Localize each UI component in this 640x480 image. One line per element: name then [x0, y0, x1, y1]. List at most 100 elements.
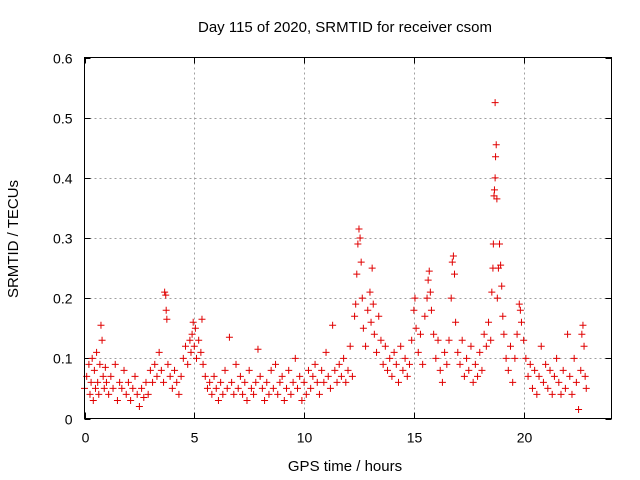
data-point — [351, 312, 359, 320]
data-point — [390, 348, 398, 356]
data-point — [469, 378, 477, 386]
data-point — [550, 372, 558, 380]
data-point — [370, 330, 378, 338]
data-point — [302, 390, 310, 398]
data-point — [397, 342, 405, 350]
data-point — [315, 390, 323, 398]
data-point — [203, 384, 211, 392]
data-point — [395, 378, 403, 386]
y-tick-label: 0.2 — [53, 291, 73, 307]
x-tick-label: 10 — [297, 430, 313, 446]
data-point — [368, 264, 376, 272]
data-point — [377, 336, 385, 344]
data-point — [219, 390, 227, 398]
data-point — [93, 348, 101, 356]
data-point — [99, 372, 107, 380]
data-point — [86, 390, 94, 398]
data-point — [476, 348, 484, 356]
data-point — [140, 393, 148, 401]
y-tick-label: 0 — [65, 412, 73, 428]
y-axis-label: SRMTID / TECUs — [5, 180, 22, 298]
data-point — [375, 312, 383, 320]
data-point — [197, 348, 205, 356]
data-point — [480, 330, 488, 338]
data-point — [199, 360, 207, 368]
x-axis-label: GPS time / hours — [288, 458, 402, 475]
data-point — [411, 294, 419, 302]
data-point — [337, 372, 345, 380]
data-point — [322, 348, 330, 356]
data-point — [247, 384, 255, 392]
data-point — [285, 366, 293, 374]
data-point — [195, 336, 203, 344]
data-point — [452, 318, 460, 326]
data-point — [524, 372, 532, 380]
data-point — [381, 342, 389, 350]
data-point — [490, 186, 498, 194]
data-point — [192, 354, 200, 362]
x-tick-label: 5 — [191, 430, 199, 446]
y-tick-label: 0.3 — [53, 231, 73, 247]
data-point — [513, 330, 521, 338]
data-point — [252, 378, 260, 386]
data-point — [171, 366, 179, 374]
x-tick-label: 20 — [517, 430, 533, 446]
data-point — [329, 321, 337, 329]
data-point — [160, 378, 168, 386]
data-point — [189, 318, 197, 326]
data-point — [201, 372, 209, 380]
data-point — [426, 288, 434, 296]
data-point — [105, 390, 113, 398]
data-point — [133, 390, 141, 398]
data-point — [498, 282, 506, 290]
data-point — [289, 378, 297, 386]
data-point — [490, 192, 498, 200]
data-point — [539, 378, 547, 386]
data-point — [239, 390, 247, 398]
y-tick-label: 0.5 — [53, 111, 73, 127]
data-point — [511, 354, 519, 362]
data-point — [198, 315, 206, 323]
data-point — [580, 342, 588, 350]
data-point — [344, 366, 352, 374]
data-point — [138, 384, 146, 392]
data-point — [287, 390, 295, 398]
data-point — [463, 354, 471, 362]
data-point — [307, 384, 315, 392]
data-point — [367, 318, 375, 326]
data-point — [456, 360, 464, 368]
data-point — [430, 330, 438, 338]
data-point — [542, 360, 550, 368]
data-point — [570, 354, 578, 362]
data-point — [424, 276, 432, 284]
y-tick-label: 0.4 — [53, 171, 73, 187]
data-point — [500, 330, 508, 338]
y-tick-label: 0.1 — [53, 351, 73, 367]
data-point — [155, 348, 163, 356]
data-point — [293, 384, 301, 392]
data-point — [403, 372, 411, 380]
data-point — [97, 321, 105, 329]
data-point — [577, 366, 585, 374]
data-point — [533, 390, 541, 398]
data-point — [509, 378, 517, 386]
data-point — [162, 291, 170, 299]
data-point — [214, 396, 222, 404]
data-point — [488, 288, 496, 296]
data-point — [122, 390, 130, 398]
data-point — [163, 315, 171, 323]
data-point — [221, 366, 229, 374]
data-point — [559, 366, 567, 374]
data-point — [436, 366, 444, 374]
data-point — [243, 396, 251, 404]
data-point — [544, 384, 552, 392]
data-point — [506, 342, 514, 350]
data-point — [179, 354, 187, 362]
data-point — [423, 294, 431, 302]
data-point — [434, 336, 442, 344]
data-point — [210, 372, 218, 380]
data-point — [208, 390, 216, 398]
data-point — [445, 336, 453, 344]
data-point — [467, 342, 475, 350]
